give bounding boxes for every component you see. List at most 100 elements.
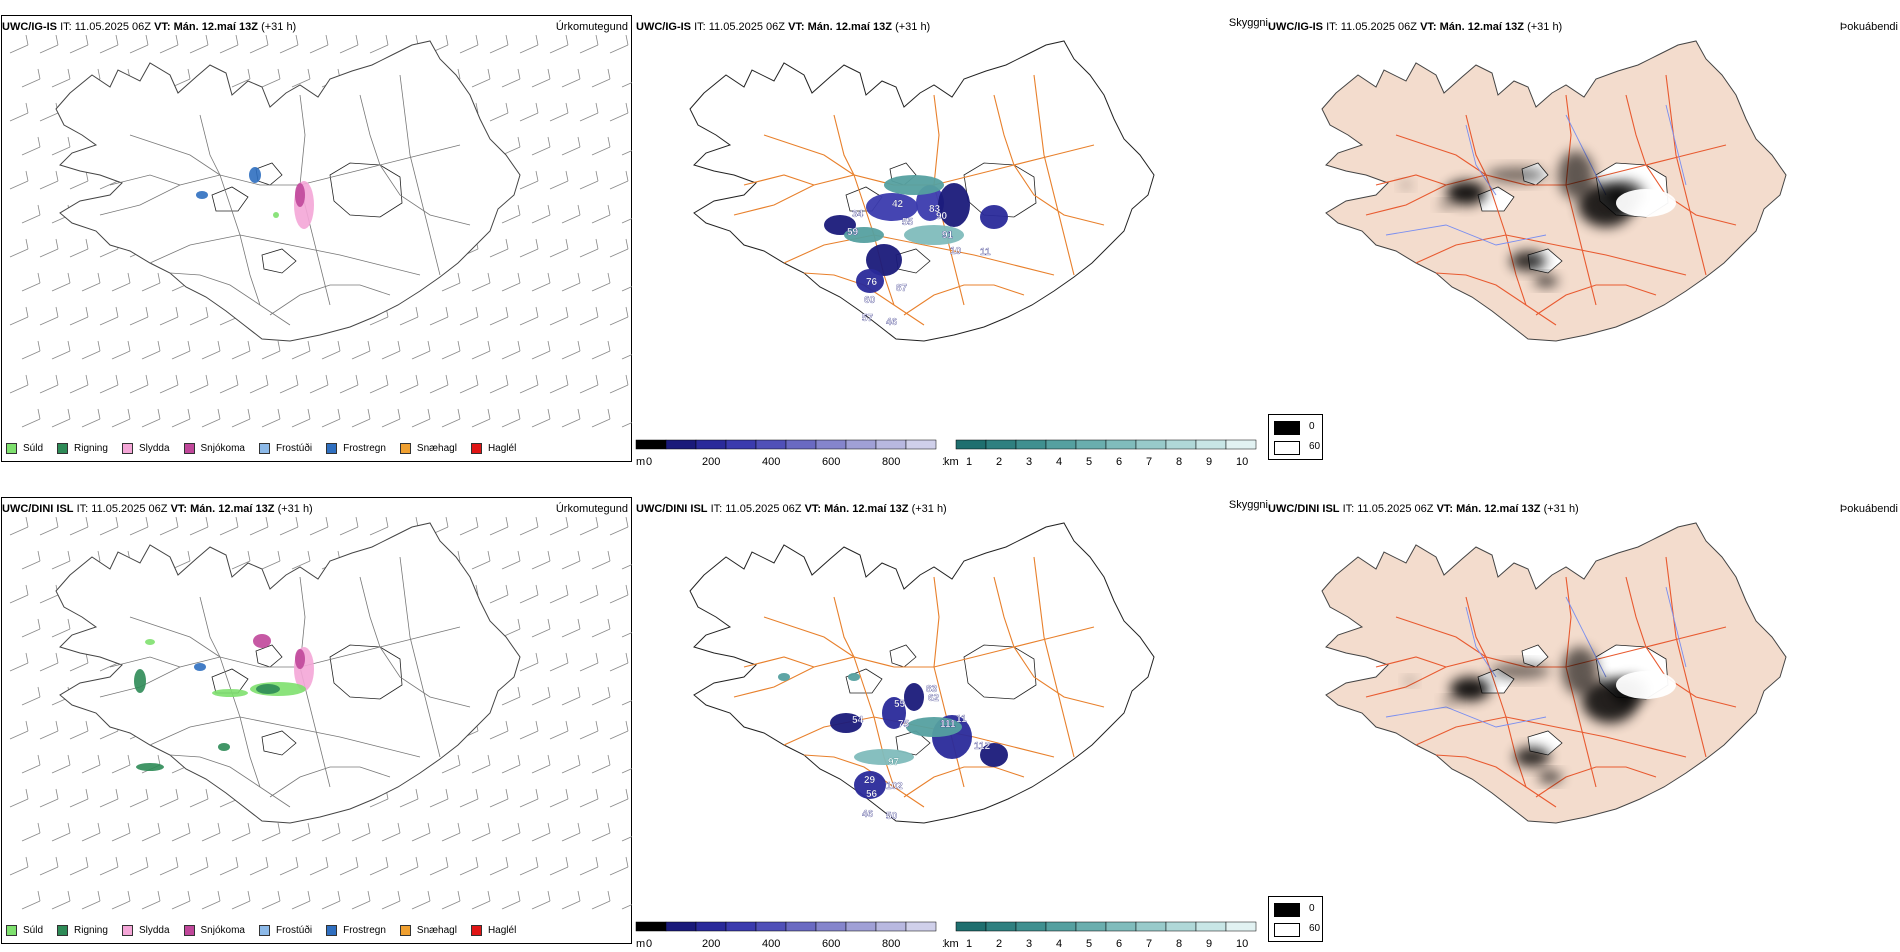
wind-barb (489, 102, 509, 122)
legend-swatch (258, 924, 270, 936)
precip-area (134, 669, 146, 693)
wind-barb (321, 340, 341, 360)
wind-barb (99, 374, 119, 394)
fog-area (1490, 663, 1550, 679)
legend-swatch (6, 924, 17, 936)
road-line (1625, 576, 1737, 708)
wind-barb (441, 822, 461, 842)
wind-barb (9, 170, 29, 190)
legend-item: Snæhagl (399, 442, 457, 454)
ceiling-tick: 400 (762, 456, 780, 468)
visibility-tick: 4 (1056, 456, 1062, 468)
fog-area (1486, 167, 1546, 183)
ceiling-label: 11 (956, 714, 967, 725)
legend-label: Slydda (138, 924, 170, 936)
legend-item: Súld (6, 924, 43, 936)
wind-barb (9, 306, 29, 326)
vt-label: VT: (788, 21, 805, 33)
ceiling-unit: m (636, 938, 645, 950)
wind-barb (249, 856, 269, 876)
wind-barb (141, 890, 161, 910)
wind-barb (39, 584, 59, 604)
river-line (1385, 224, 1547, 246)
wind-barb (549, 102, 569, 122)
wind-barb (231, 822, 251, 842)
wind-barb (519, 856, 539, 876)
wind-barb (291, 822, 311, 842)
panel-header: UWC/IG-IS IT: 11.05.2025 06Z VT: Mán. 12… (2, 21, 296, 33)
wind-barb (621, 150, 632, 156)
wind-barb (159, 35, 179, 54)
ceiling-tick: 0 (646, 938, 652, 950)
wind-barb (549, 35, 569, 54)
wind-barb (9, 584, 29, 604)
wind-barb (39, 102, 59, 122)
ceiling-label: 91 (942, 230, 954, 241)
ceiling-label: 10 (950, 246, 962, 257)
wind-barb (159, 788, 179, 808)
wind-barb (351, 822, 371, 842)
wind-barb (501, 550, 521, 570)
ceiling-bin (905, 921, 937, 932)
road-line (149, 716, 421, 758)
wind-barb (549, 306, 569, 326)
wind-barb (219, 374, 239, 394)
river-line (1465, 606, 1497, 678)
it-label: IT: (710, 503, 723, 515)
fog-area (1562, 647, 1598, 695)
wind-barb (561, 272, 581, 292)
wind-barb (9, 652, 29, 672)
ceiling-label: 29 (864, 775, 876, 786)
glacier-outline (211, 186, 249, 212)
visibility-bin (1045, 921, 1077, 932)
wind-barb (501, 890, 521, 910)
wind-barb (579, 517, 599, 536)
wind-barb (339, 856, 359, 876)
road-line (803, 754, 925, 808)
visibility-bin (985, 439, 1017, 450)
wind-barb (129, 374, 149, 394)
it-label: IT: (60, 21, 72, 33)
legend-label: Haglél (487, 442, 517, 454)
wind-barb (189, 35, 209, 54)
iceland-land (1321, 40, 1787, 342)
ceiling-bin (755, 921, 787, 932)
wind-barb (591, 204, 611, 224)
road-line (743, 174, 815, 186)
wind-barb (21, 754, 41, 774)
wind-barb (429, 374, 449, 394)
visibility-tick: 10 (1236, 456, 1248, 468)
ceiling-label: 54 (852, 715, 864, 726)
wind-barb (291, 68, 311, 88)
wind-barb (591, 822, 611, 842)
fog-label-low: 60 (1309, 923, 1321, 934)
visibility-area (884, 175, 944, 195)
ceiling-label: 57 (862, 313, 874, 324)
wind-barb (501, 68, 521, 88)
glacier-outline (261, 248, 297, 274)
wind-barb (129, 35, 149, 54)
wind-barb (9, 102, 29, 122)
wind-barb (159, 306, 179, 326)
wind-barb (609, 238, 629, 258)
fog-area (1450, 677, 1490, 701)
wind-barb (69, 35, 89, 54)
legend-swatch (57, 924, 69, 936)
ceiling-unit: m (636, 456, 645, 468)
wind-barb (621, 836, 632, 842)
wind-barb (39, 652, 59, 672)
wind-barb (171, 408, 191, 428)
legend-label: Frostúði (275, 442, 313, 454)
wind-barb (519, 170, 539, 190)
wind-barb (381, 408, 401, 428)
precip-area (136, 763, 164, 771)
wind-barb (309, 35, 329, 54)
wind-barb (489, 720, 509, 740)
legend-label: Frostúði (275, 924, 313, 936)
panel-title: Skyggni (1228, 499, 1268, 511)
lead-time: (+31 h) (261, 21, 297, 33)
wind-barb (171, 822, 191, 842)
wind-barb (51, 136, 71, 156)
ceiling-label: 90 (936, 211, 948, 222)
